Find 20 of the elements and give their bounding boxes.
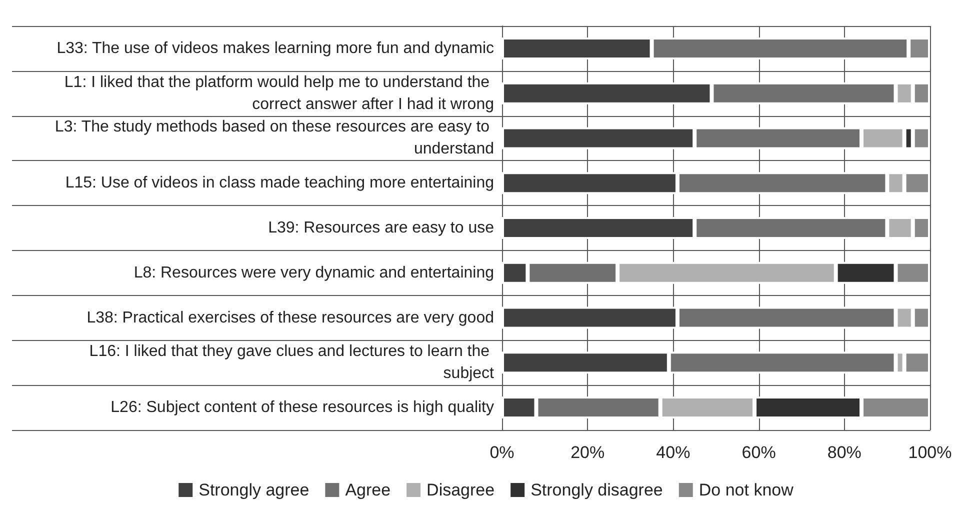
y-tick-label: L1: I liked that the platform would help me to understand the correct answer after I had it wrong [64, 74, 494, 113]
x-tick-label: 100% [908, 443, 952, 462]
legend-label: Strongly agree [198, 480, 310, 500]
y-tick-label: L3: The study methods based on these resources are easy to understand [54, 118, 494, 158]
y-tick-label: L38: Practical exercises of these resources are very good [86, 309, 494, 326]
legend-label: Strongly disagree [530, 480, 663, 500]
y-tick-label: L39: Resources are easy to use [268, 220, 494, 236]
legend-label: Disagree [426, 480, 495, 500]
legend-label: Agree [345, 480, 391, 500]
legend-label: Do not know [698, 480, 794, 500]
x-tick-label: 40% [656, 443, 690, 462]
y-tick-label: L15: Use of videos in class made teaching more entertaining [65, 174, 494, 192]
y-tick-label: L8: Resources were very dynamic and entertaining [134, 264, 494, 282]
x-tick-label: 60% [742, 443, 776, 462]
x-tick-label: 0% [490, 443, 514, 462]
x-tick-label: 20% [570, 443, 605, 462]
y-tick-label: L26: Subject content of these resources is high quality [110, 399, 494, 416]
x-tick-label: 80% [827, 443, 862, 462]
y-tick-label: L16: I liked that they gave clues and lectures to learn the subject [89, 343, 495, 382]
y-tick-label: L33: The use of videos makes learning more fun and dynamic [56, 40, 494, 57]
